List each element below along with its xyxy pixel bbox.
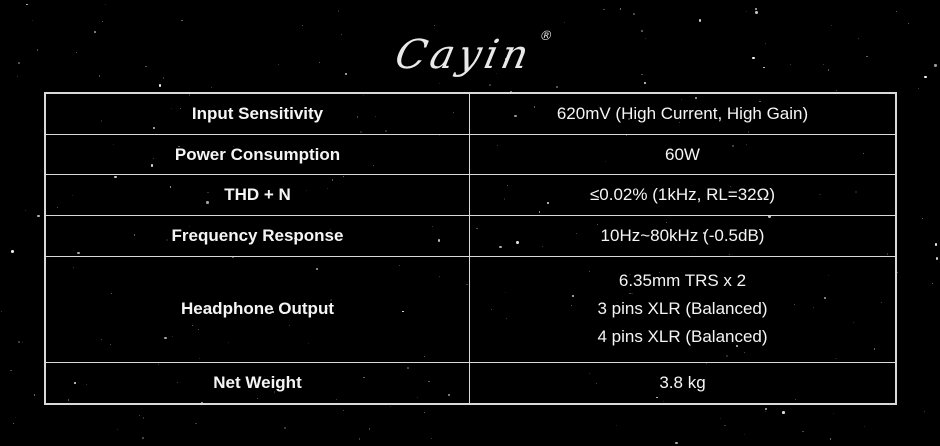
star-dot xyxy=(924,411,925,412)
star-dot xyxy=(158,84,162,87)
star-dot xyxy=(342,410,344,412)
star-dot xyxy=(102,21,104,23)
star-dot xyxy=(195,422,197,425)
star-dot xyxy=(431,437,433,439)
star-dot xyxy=(358,438,360,440)
star-dot xyxy=(210,86,212,88)
star-dot xyxy=(18,341,20,343)
star-dot xyxy=(932,283,934,285)
star-dot xyxy=(863,426,865,428)
row-value: 10Hz~80kHz (-0.5dB) xyxy=(600,225,765,245)
star-dot xyxy=(489,84,491,86)
star-dot xyxy=(284,427,286,430)
star-dot xyxy=(802,431,804,433)
star-dot xyxy=(918,88,920,90)
row-value-line: 3 pins XLR (Balanced) xyxy=(597,299,768,319)
star-dot xyxy=(603,8,605,11)
star-dot xyxy=(24,209,26,211)
star-dot xyxy=(37,214,40,218)
star-dot xyxy=(31,20,33,22)
row-label: Input Sensitivity xyxy=(46,94,470,134)
star-dot xyxy=(764,410,766,412)
star-dot xyxy=(896,271,899,274)
star-dot xyxy=(33,394,36,396)
star-dot xyxy=(12,422,14,424)
star-dot xyxy=(754,11,758,15)
star-dot xyxy=(105,4,107,6)
star-dot xyxy=(743,433,745,435)
table-row-frequency-response: Frequency Response 10Hz~80kHz (-0.5dB) xyxy=(46,215,895,256)
table-row-headphone-output: Headphone Output 6.35mm TRS x 2 3 pins X… xyxy=(46,255,895,362)
star-dot xyxy=(833,413,835,415)
row-label: Frequency Response xyxy=(46,216,470,256)
row-label: Power Consumption xyxy=(46,134,470,175)
star-dot xyxy=(22,341,24,343)
star-dot xyxy=(142,437,144,439)
star-dot xyxy=(934,243,938,246)
star-dot xyxy=(10,250,14,253)
star-dot xyxy=(895,11,897,13)
star-dot xyxy=(620,8,622,10)
star-dot xyxy=(368,428,371,430)
row-label: Net Weight xyxy=(46,362,470,404)
star-dot xyxy=(389,405,392,408)
row-label: Headphone Output xyxy=(46,256,470,362)
star-dot xyxy=(615,424,618,427)
row-value: 3.8 kg xyxy=(659,372,706,392)
star-dot xyxy=(15,417,17,419)
row-label: THD + N xyxy=(46,175,470,216)
table-row-net-weight: Net Weight 3.8 kg xyxy=(46,361,895,404)
star-dot xyxy=(116,429,118,431)
brand-name: Cayin xyxy=(390,32,537,78)
star-dot xyxy=(10,369,12,372)
star-dot xyxy=(563,22,565,24)
star-dot xyxy=(675,441,678,445)
brand-logo: Cayin ® xyxy=(0,26,940,84)
star-dot xyxy=(181,20,183,22)
star-dot xyxy=(765,407,768,410)
star-dot xyxy=(633,13,635,15)
specification-table: Input Sensitivity 620mV (High Current, H… xyxy=(44,92,897,405)
star-dot xyxy=(0,310,3,313)
star-dot xyxy=(745,10,747,13)
star-dot xyxy=(907,22,909,24)
row-value: ≤0.02% (1kHz, RL=32Ω) xyxy=(589,185,776,205)
star-dot xyxy=(829,438,832,440)
row-value: 60W xyxy=(665,144,700,164)
star-dot xyxy=(782,411,785,414)
row-value-line: 6.35mm TRS x 2 xyxy=(618,271,747,291)
registered-trademark-icon: ® xyxy=(537,28,554,44)
star-dot xyxy=(143,417,145,419)
row-value: 6.35mm TRS x 2 3 pins XLR (Balanced) 4 p… xyxy=(470,257,895,362)
star-dot xyxy=(755,8,758,11)
star-dot xyxy=(698,18,702,22)
star-dot xyxy=(556,86,558,88)
star-dot xyxy=(26,3,28,6)
table-row-thd-n: THD + N ≤0.02% (1kHz, RL=32Ω) xyxy=(46,174,895,216)
brand-logo-text: Cayin ® xyxy=(390,29,554,78)
star-dot xyxy=(922,218,924,220)
row-value-line: 4 pins XLR (Balanced) xyxy=(597,327,768,347)
table-row-input-sensitivity: Input Sensitivity 620mV (High Current, H… xyxy=(46,94,895,134)
star-dot xyxy=(424,412,426,414)
row-value: 620mV (High Current, High Gain) xyxy=(556,103,809,123)
table-row-power-consumption: Power Consumption 60W xyxy=(46,133,895,175)
star-dot xyxy=(337,10,339,12)
star-dot xyxy=(724,424,726,427)
star-dot xyxy=(138,414,140,416)
star-dot xyxy=(719,417,722,420)
star-dot xyxy=(935,257,939,261)
